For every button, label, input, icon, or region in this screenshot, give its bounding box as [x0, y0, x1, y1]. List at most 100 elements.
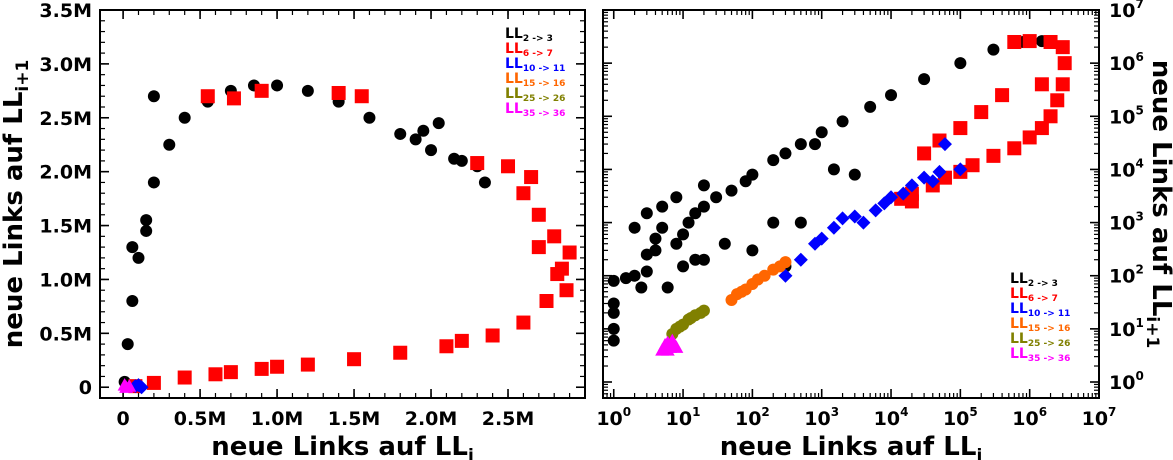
data-point: [684, 312, 697, 325]
series-35-36: [655, 333, 684, 356]
x-tick-label: 0: [116, 408, 129, 430]
data-point: [904, 178, 919, 193]
y-tick-label: 2.0M: [39, 162, 92, 184]
data-point: [1034, 77, 1049, 92]
data-point: [394, 127, 407, 140]
y-axis-label: neue Links auf LLi+1: [1142, 60, 1173, 349]
data-point: [470, 156, 485, 171]
data-point: [974, 105, 989, 120]
data-point: [689, 207, 702, 220]
data-point: [697, 200, 710, 213]
data-point: [134, 380, 149, 395]
data-point: [432, 117, 445, 130]
data-point: [163, 138, 176, 151]
legend-entry: LL25 -> 26: [505, 86, 565, 104]
data-point: [559, 283, 574, 298]
data-point: [794, 216, 807, 229]
data-point: [660, 343, 675, 356]
data-point: [200, 89, 215, 104]
legend-entry: LL6 -> 7: [1010, 286, 1058, 304]
data-point: [670, 237, 683, 250]
data-point: [814, 231, 829, 246]
data-point: [208, 367, 223, 382]
data-point: [607, 306, 620, 319]
data-point: [1057, 56, 1072, 71]
y-tick-label: 3.5M: [39, 0, 92, 22]
data-point: [562, 245, 577, 260]
data-point: [177, 370, 192, 385]
data-point: [751, 273, 764, 286]
data-point: [710, 191, 723, 204]
x-tick-label: 1.0M: [251, 408, 304, 430]
data-point: [718, 237, 731, 250]
data-point: [826, 220, 841, 235]
data-point: [697, 179, 710, 192]
data-point: [1055, 77, 1070, 92]
data-point: [1007, 141, 1022, 156]
legend-entry: LL25 -> 26: [1010, 331, 1070, 349]
series-6-7: [128, 83, 577, 394]
data-point: [607, 322, 620, 335]
data-point: [917, 170, 932, 185]
data-point: [439, 339, 454, 354]
data-point: [454, 333, 469, 348]
data-point: [884, 190, 899, 205]
data-point: [808, 138, 821, 151]
series-10-11: [778, 137, 968, 283]
data-point: [937, 137, 952, 152]
x-axis-label: neue Links auf LLi: [211, 432, 474, 460]
data-point: [146, 375, 161, 390]
data-point: [354, 89, 369, 104]
data-point: [300, 357, 315, 372]
data-point: [746, 244, 759, 257]
data-point: [271, 79, 284, 92]
data-point: [516, 186, 531, 201]
data-point: [932, 164, 947, 179]
data-point: [140, 214, 153, 227]
y-tick-label: 100: [1109, 369, 1144, 394]
data-point: [226, 91, 241, 106]
data-point: [677, 228, 690, 241]
y-tick-label: 107: [1109, 0, 1144, 22]
data-point: [501, 159, 516, 174]
data-point: [953, 121, 968, 136]
data-point: [835, 211, 850, 226]
series-2-3: [607, 35, 1048, 347]
data-point: [779, 256, 792, 269]
y-axis-label: neue Links auf LLi+1: [0, 60, 33, 349]
legend-entry: LL35 -> 36: [505, 101, 565, 119]
data-point: [301, 84, 314, 97]
y-tick-label: 0: [79, 377, 92, 399]
data-point: [147, 176, 160, 189]
data-point: [682, 216, 695, 229]
right-chart-log: 100 101 102 103 104 105 106 107 100 101 102 103 104 1…: [596, 0, 1173, 460]
data-point: [1043, 34, 1058, 49]
left-chart-linear: 0 0.5M 1.0M 1.5M 2.0M 2.5M 0 0.5M 1.0M 1.5M 2.0M 2.…: [0, 0, 586, 460]
data-point: [607, 334, 620, 347]
data-point: [531, 240, 546, 255]
data-point: [987, 43, 1000, 56]
data-point: [1034, 121, 1049, 136]
data-point: [270, 359, 285, 374]
data-point: [815, 126, 828, 139]
data-point: [767, 216, 780, 229]
data-point: [649, 232, 662, 245]
data-point: [767, 154, 780, 167]
x-tick-label: 100: [596, 405, 631, 430]
data-point: [628, 269, 641, 282]
data-point: [965, 158, 980, 173]
data-point: [778, 268, 793, 283]
y-tick-label: 3.0M: [39, 54, 92, 76]
y-tick-label: 101: [1109, 316, 1144, 341]
data-point: [669, 340, 684, 353]
x-tick-label: 104: [874, 405, 909, 430]
data-point: [1050, 93, 1065, 108]
x-tick-label: 1.5M: [328, 408, 381, 430]
data-point: [954, 57, 967, 70]
data-point: [524, 170, 539, 185]
y-tick-label: 104: [1109, 156, 1144, 181]
data-point: [409, 133, 422, 146]
